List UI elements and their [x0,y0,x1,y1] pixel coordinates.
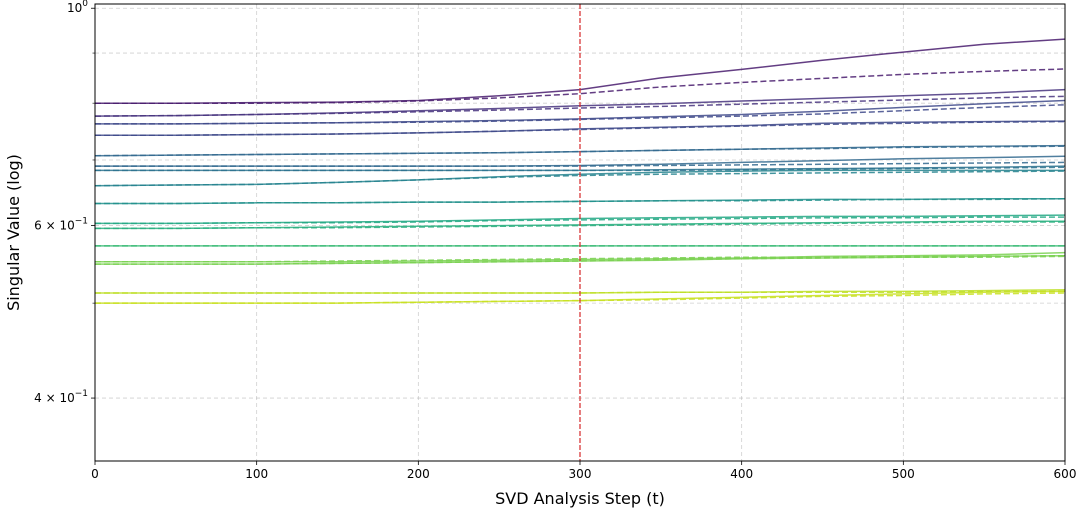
y-tick-label: 4 × 10−1 [34,389,88,405]
x-tick-label: 500 [892,467,915,481]
x-tick-label: 100 [245,467,268,481]
x-tick-label: 600 [1054,467,1077,481]
x-tick-label: 0 [91,467,99,481]
x-tick-label: 200 [407,467,430,481]
x-axis-label: SVD Analysis Step (t) [495,489,665,508]
y-axis-label: Singular Value (log) [4,154,23,311]
y-tick-label: 100 [67,0,88,15]
y-tick-label: 6 × 10−1 [34,217,88,233]
tick-layer: 0 100 200 300 400 500 600 100 6 × 10−1 4 × 10−1 [34,0,1076,481]
x-tick-label: 400 [730,467,753,481]
x-tick-label: 300 [569,467,592,481]
series-line-13 [95,165,1066,172]
series-line-7 [95,120,1066,136]
